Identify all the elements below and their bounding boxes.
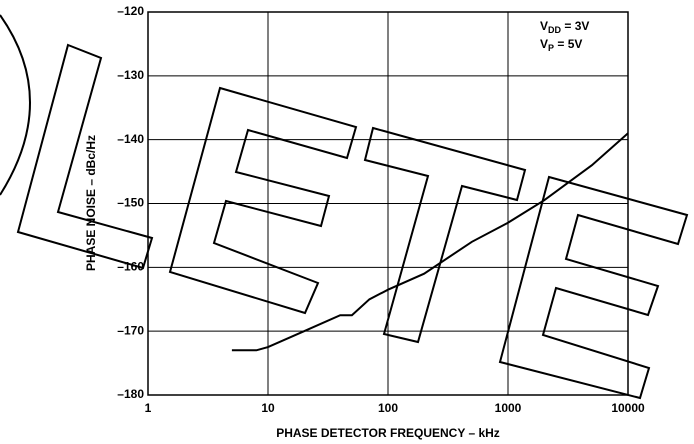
y-axis-label: PHASE NOISE – dBc/Hz <box>84 135 98 271</box>
x-tick-label: 100 <box>378 401 398 415</box>
x-tick-label: 10000 <box>611 401 645 415</box>
watermark-o <box>0 15 30 195</box>
annotation-text: = 5V <box>554 37 582 51</box>
annotation-text: = 3V <box>561 19 589 33</box>
y-tick-label: –180 <box>117 387 144 401</box>
x-axis-label: PHASE DETECTOR FREQUENCY – kHz <box>276 426 500 440</box>
y-tick-label: –170 <box>117 323 144 337</box>
y-tick-label: –130 <box>117 68 144 82</box>
annotation: VP = 5V <box>540 37 582 53</box>
annotation-text: V <box>540 19 548 33</box>
x-tick-label: 10 <box>261 401 275 415</box>
y-tick-label: –150 <box>117 196 144 210</box>
x-tick-label: 1 <box>145 401 152 415</box>
annotation-sub: DD <box>548 25 561 35</box>
obsolete-watermark <box>0 15 687 398</box>
y-tick-label: –120 <box>117 4 144 18</box>
chart: PHASE DETECTOR FREQUENCY – kHz PHASE NOI… <box>0 0 694 444</box>
data-line <box>232 133 628 350</box>
y-tick-label: –160 <box>117 260 144 274</box>
annotation: VDD = 3V <box>540 19 589 35</box>
y-tick-label: –140 <box>117 132 144 146</box>
x-tick-label: 1000 <box>495 401 522 415</box>
annotation-text: V <box>540 37 548 51</box>
watermark-e <box>170 88 356 313</box>
watermark-t <box>365 128 525 342</box>
